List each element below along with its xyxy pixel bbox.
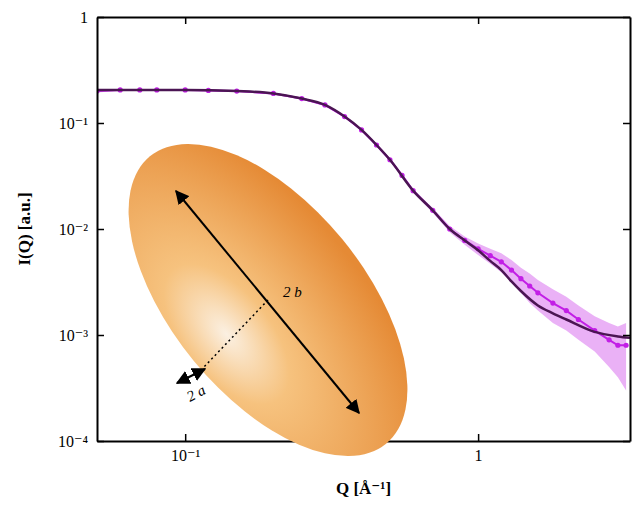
tick — [623, 335, 630, 336]
tick-label: 10⁻⁴ — [58, 433, 88, 450]
tick: 10⁻⁴ — [58, 433, 104, 450]
tick: 10⁻² — [59, 221, 104, 238]
data-point — [606, 337, 611, 342]
tick — [185, 17, 186, 24]
annotation: 2 a — [184, 382, 208, 405]
annotation: 2 b — [283, 284, 302, 300]
tick: 10⁻¹ — [59, 115, 104, 132]
tick-mark — [623, 335, 630, 337]
data-point — [527, 283, 532, 288]
data-point — [623, 343, 628, 348]
x-axis-title: Q [Å⁻¹] — [336, 479, 391, 498]
ellipsoid — [76, 95, 460, 504]
tick-mark — [97, 335, 104, 337]
tick-label: 10⁻¹ — [59, 115, 88, 132]
tick — [623, 17, 630, 18]
tick-mark — [97, 229, 104, 231]
chart: 10⁻¹ 1 10⁻⁴ 10⁻³ 10⁻² 10⁻¹ 1 2 b 2 a Q [Å⁻¹] I(Q) … — [0, 0, 636, 506]
tick-mark — [623, 17, 630, 19]
data-point — [576, 317, 581, 322]
tick-mark — [623, 123, 630, 125]
axis — [98, 17, 631, 24]
major-axis-arrow — [176, 191, 359, 413]
data-point — [615, 343, 620, 348]
tick-label: 10⁻² — [59, 221, 88, 238]
data-point — [550, 300, 555, 305]
tick-mark — [478, 17, 480, 24]
y-axis-title: I(Q) [a.u.] — [15, 192, 34, 265]
tick: 10⁻¹ — [171, 434, 200, 464]
tick — [478, 17, 479, 24]
tick-mark — [478, 434, 480, 441]
tick-label: 1 — [80, 9, 88, 26]
tick-label: 10⁻¹ — [171, 447, 200, 464]
tick: 10⁻³ — [59, 327, 104, 344]
axis: 10⁻⁴ 10⁻³ 10⁻² 10⁻¹ 1 — [58, 9, 104, 450]
data-point — [535, 290, 540, 295]
data-point — [488, 253, 493, 258]
minor-axis-line — [203, 300, 268, 368]
tick — [623, 229, 630, 230]
tick: 1 — [475, 434, 483, 464]
data-point — [509, 267, 514, 272]
tick — [623, 123, 630, 124]
data-point — [499, 259, 504, 264]
tick: 1 — [80, 9, 104, 26]
data-point — [564, 308, 569, 313]
tick-mark — [623, 229, 630, 231]
tick-label: 1 — [475, 447, 483, 464]
tick-mark — [97, 441, 104, 443]
tick-label: 10⁻³ — [59, 327, 88, 344]
ellipsoid-inset: 2 b 2 a — [76, 95, 460, 504]
data-point — [518, 276, 523, 281]
minor-axis-arrow — [177, 369, 205, 383]
tick-mark — [185, 434, 187, 441]
axis-line — [98, 17, 631, 19]
tick-mark — [97, 123, 104, 125]
axis — [623, 18, 631, 442]
tick — [623, 441, 630, 442]
tick-mark — [185, 17, 187, 24]
tick-mark — [97, 17, 104, 19]
tick-mark — [623, 441, 630, 443]
